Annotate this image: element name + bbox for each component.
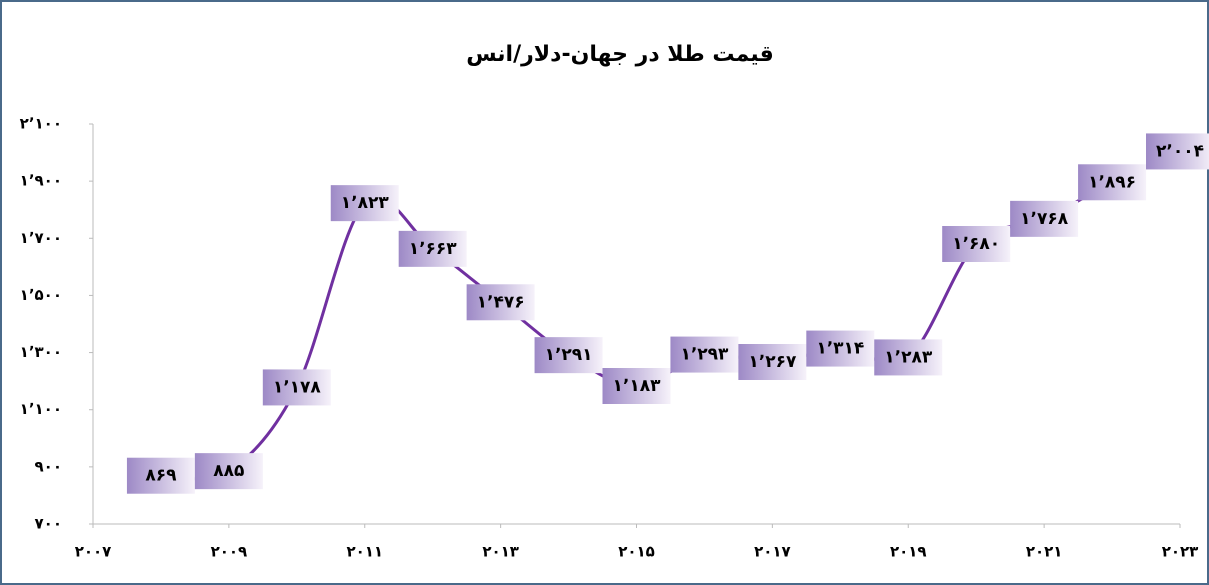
y-tick-label: ۷۰۰ xyxy=(35,515,62,533)
chart-title: قیمت طلا در جهان-دلار/انس xyxy=(466,42,774,67)
data-label-box xyxy=(1078,164,1147,201)
data-label: ۱٬۸۹۶ xyxy=(1088,172,1136,192)
data-label: ۱٬۶۶۳ xyxy=(409,239,458,259)
x-tick-label: ۲۰۱۷ xyxy=(754,543,791,561)
data-label: ۱٬۶۸۰ xyxy=(952,234,1000,254)
data-label: ۱٬۴۷۶ xyxy=(477,292,525,312)
data-label: ۱٬۲۹۱ xyxy=(545,345,593,365)
data-label-box xyxy=(262,369,331,406)
y-tick-label: ۱٬۱۰۰ xyxy=(20,400,62,418)
data-label: ۱٬۲۸۳ xyxy=(884,347,933,367)
x-tick-label: ۲۰۰۹ xyxy=(211,543,248,561)
data-label-box xyxy=(1146,133,1209,170)
data-label-box xyxy=(534,337,603,374)
data-label-box xyxy=(942,226,1011,262)
data-label-box xyxy=(126,457,195,494)
data-label-box xyxy=(398,230,467,267)
data-label: ۲٬۰۰۴ xyxy=(1156,141,1204,161)
data-label-box xyxy=(602,368,671,404)
y-tick-label: ۹۰۰ xyxy=(35,457,62,475)
data-label: ۱٬۲۹۳ xyxy=(680,345,729,365)
data-label-box xyxy=(466,284,535,321)
data-label: ۱٬۱۷۸ xyxy=(273,377,322,397)
y-tick-label: ۲٬۱۰۰ xyxy=(20,115,62,133)
y-tick-label: ۱٬۹۰۰ xyxy=(20,172,62,190)
y-tick-label: ۱٬۵۰۰ xyxy=(20,286,62,304)
data-label: ۱٬۷۶۸ xyxy=(1020,209,1069,229)
x-tick-label: ۲۰۱۹ xyxy=(890,543,927,561)
x-tick-label: ۲۰۱۵ xyxy=(618,543,655,561)
data-label: ۱٬۳۱۴ xyxy=(816,339,864,359)
x-tick-label: ۲۰۲۱ xyxy=(1026,543,1063,561)
data-label-box xyxy=(738,344,807,380)
data-label-box xyxy=(670,336,739,373)
data-label-box xyxy=(1010,200,1079,237)
data-label-box xyxy=(330,185,399,222)
x-tick-label: ۲۰۱۳ xyxy=(482,543,519,561)
data-label-box xyxy=(874,339,943,376)
data-label: ۱٬۱۸۳ xyxy=(613,376,662,396)
data-label: ۸۶۹ xyxy=(145,466,177,486)
data-label-box xyxy=(806,330,875,367)
data-label-box xyxy=(194,453,263,490)
x-tick-label: ۲۰۲۳ xyxy=(1162,543,1199,561)
x-tick-label: ۲۰۱۱ xyxy=(346,543,383,561)
data-label: ۸۸۵ xyxy=(213,461,244,481)
data-label: ۱٬۲۶۷ xyxy=(748,352,797,372)
y-tick-label: ۱٬۳۰۰ xyxy=(20,343,62,361)
y-tick-label: ۱٬۷۰۰ xyxy=(20,229,62,247)
x-tick-label: ۲۰۰۷ xyxy=(75,543,112,561)
data-label: ۱٬۸۲۳ xyxy=(341,193,390,213)
